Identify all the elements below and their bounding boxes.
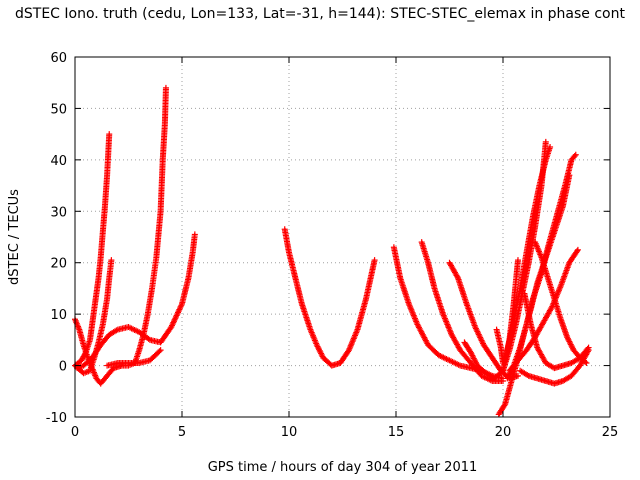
data-point: [542, 138, 549, 145]
data-point: [547, 144, 554, 150]
data-point: [500, 378, 506, 384]
series: [74, 231, 198, 372]
x-tick-label: 25: [602, 425, 619, 440]
data-point: [145, 335, 152, 342]
series: [390, 244, 506, 382]
data-point: [157, 347, 164, 354]
y-tick-label: 20: [50, 257, 67, 272]
x-axis-label: GPS time / hours of day 304 of year 2011: [208, 460, 478, 475]
series: [72, 131, 113, 369]
y-tick-label: -10: [46, 411, 67, 426]
y-tick-label: 40: [50, 154, 67, 169]
series: [517, 347, 592, 387]
chart-title: dSTEC Iono. truth (cedu, Lon=133, Lat=-3…: [15, 6, 625, 22]
data-point: [191, 231, 198, 238]
plot-frame: [74, 56, 611, 418]
x-tick-label: 5: [178, 425, 186, 440]
data-point: [574, 248, 581, 255]
data-point: [571, 153, 578, 159]
series: [506, 246, 581, 374]
x-tick-label: 10: [281, 425, 298, 440]
data-point: [501, 402, 508, 409]
data-point: [572, 151, 579, 158]
data-point: [574, 246, 581, 253]
y-axis-label: dSTEC / TECUs: [7, 189, 22, 285]
data-point: [162, 84, 169, 91]
data-point: [371, 257, 378, 264]
y-tick-label: 0: [59, 360, 67, 375]
data-point: [582, 358, 589, 365]
series: [532, 239, 590, 366]
data-point: [108, 257, 115, 264]
x-tick-label: 0: [71, 425, 79, 440]
series: [104, 347, 164, 369]
data-point: [156, 348, 163, 355]
data-point: [514, 372, 521, 379]
series: [281, 226, 378, 369]
y-tick-label: 50: [50, 102, 67, 117]
y-tick-label: 30: [50, 205, 67, 220]
y-tick-label: 10: [50, 308, 67, 323]
y-tick-label: 60: [50, 51, 67, 66]
series: [500, 257, 521, 374]
ticks: 0 5 10 15 20 25 -10 0 10 20 30 40 50 60: [46, 51, 619, 440]
data-points: [72, 84, 592, 418]
series: [418, 239, 506, 384]
data-point: [585, 347, 592, 354]
data-point: [106, 131, 113, 138]
x-tick-label: 20: [495, 425, 512, 440]
data-point: [514, 257, 521, 264]
x-tick-label: 15: [388, 425, 405, 440]
data-point: [583, 360, 590, 366]
